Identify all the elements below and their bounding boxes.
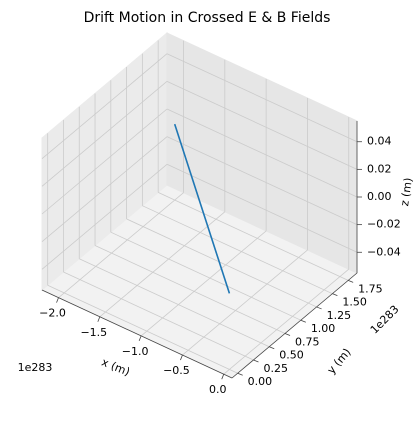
grid-line (94, 245, 286, 334)
grid-line (166, 163, 358, 253)
z-tick-label: −0.02 (367, 218, 401, 231)
grid-line (142, 205, 333, 295)
tick-mark (221, 374, 225, 380)
grid-line (41, 53, 168, 160)
x-offset-label: 1e283 (18, 361, 53, 374)
grid-line (41, 136, 168, 242)
tick-mark (284, 333, 291, 336)
data-line (173, 123, 231, 294)
grid-line (166, 53, 358, 143)
y-tick-label: 1.50 (342, 296, 367, 309)
tick-mark (180, 354, 183, 361)
y-tick-label: 1.25 (327, 309, 352, 322)
x-tick-label: −1.5 (80, 326, 107, 339)
y-axis-line (231, 272, 358, 379)
y-tick-label: 0.50 (279, 349, 304, 362)
tick-mark (138, 335, 142, 342)
z-axis-label: z (m) (398, 177, 414, 207)
grid-line (223, 268, 349, 375)
grid-line (47, 284, 238, 374)
tick-mark (237, 372, 243, 376)
x-axis-label: x (m) (100, 356, 132, 379)
x-tick-label: 0.0 (209, 383, 227, 396)
y-tick-label: 0.25 (263, 362, 288, 375)
tick-mark (300, 319, 306, 323)
y-tick-label: 1.75 (358, 282, 383, 295)
tick-mark (56, 297, 59, 303)
grid-line (182, 249, 308, 356)
grid-line (79, 258, 270, 348)
tick-mark (253, 359, 259, 363)
y-tick-label: 1.00 (311, 322, 336, 335)
tick-mark (316, 306, 322, 310)
z-tick-label: 0.00 (367, 190, 392, 203)
grid-line (41, 163, 168, 270)
tick-mark (348, 280, 354, 283)
grid-line (41, 108, 168, 215)
grid-line (166, 81, 358, 170)
grid-line (58, 192, 184, 298)
z-tick-label: −0.04 (367, 245, 401, 258)
x-tick-label: −2.0 (39, 307, 66, 320)
x-axis-line (41, 289, 233, 379)
y-offset-label: 1e283 (368, 303, 402, 337)
grid-line (110, 231, 301, 321)
grid-line (166, 136, 358, 225)
x-tick-label: −1.0 (122, 345, 149, 358)
x-tick-label: −0.5 (163, 364, 190, 377)
y-tick-label: 0.75 (295, 335, 320, 348)
grid-line (126, 218, 317, 308)
grid-line (166, 108, 358, 198)
grid-line (63, 271, 254, 361)
grid-line (157, 192, 349, 281)
tick-mark (332, 293, 338, 297)
tick-mark (269, 346, 275, 350)
grid-line (140, 230, 267, 337)
y-axis-label: y (m) (325, 346, 354, 377)
chart-title: Drift Motion in Crossed E & B Fields (84, 10, 331, 26)
grid-line (99, 211, 226, 318)
tick-mark (97, 316, 101, 322)
z-tick-label: 0.02 (367, 162, 392, 175)
grid-line (41, 81, 168, 187)
y-tick-label: 0.00 (248, 375, 273, 388)
z-tick-label: 0.04 (367, 135, 392, 148)
